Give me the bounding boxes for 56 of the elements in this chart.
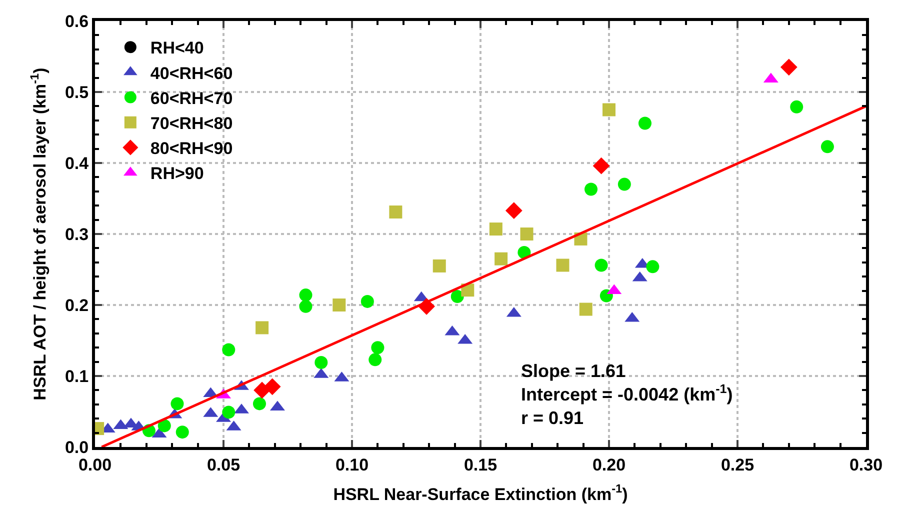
point [332,298,346,312]
x-tick-label: 0.05 [206,455,240,474]
legend-label: 80<RH<90 [150,139,233,158]
point [594,258,608,272]
point [176,426,189,439]
point [556,258,570,272]
y-tick-label: 0.5 [64,82,89,102]
point [389,205,402,218]
x-axis-title: HSRL Near-Surface Extinction (km$^{-1}$) [333,482,628,504]
x-tick-label: 0.00 [78,455,112,474]
point [489,222,502,236]
point [638,116,652,130]
point [820,140,834,154]
legend-label: RH<40 [150,38,204,58]
point [264,378,281,396]
legend-label: 60<RH<70 [150,88,233,108]
text: Slope = 1.61 Intercept = -0.0042 (km$^{-1}$) r = 0.91 [521,361,733,428]
point [314,356,328,370]
point [450,290,464,303]
point [432,259,446,272]
y-tick-label: 0.2 [64,296,89,315]
legend-label: RH>90 [150,164,204,184]
legend-label: 70<RH<80 [150,114,233,133]
point [780,58,798,76]
point [252,397,266,410]
point [222,406,236,419]
point [256,321,269,334]
point [360,294,374,308]
point [790,100,804,114]
x-tick-label: 0.25 [720,455,754,474]
point [602,103,616,116]
point [299,288,312,302]
x-tick-label: 0.15 [464,455,498,474]
point [505,202,522,220]
point [646,260,660,274]
point [584,182,598,196]
point [592,157,610,174]
x-tick-label: 0.20 [592,455,626,474]
x-tick-label: 0.30 [849,455,883,474]
point [170,397,184,410]
legend-label: 40<RH<60 [150,64,233,83]
y-tick-label: 0.1 [64,366,89,386]
point [579,302,592,316]
y-tick-label: 0.0 [64,438,89,457]
x-tick-label: 0.10 [335,455,369,474]
point [520,228,534,240]
point [371,341,384,354]
y-tick-label: 0.6 [64,12,89,31]
point [222,343,236,356]
point [158,419,171,432]
y-tick-label: 0.3 [64,224,89,244]
point [618,178,631,191]
point [299,300,312,313]
point [368,353,382,366]
y-tick-label: 0.4 [64,154,90,173]
point [494,252,508,266]
